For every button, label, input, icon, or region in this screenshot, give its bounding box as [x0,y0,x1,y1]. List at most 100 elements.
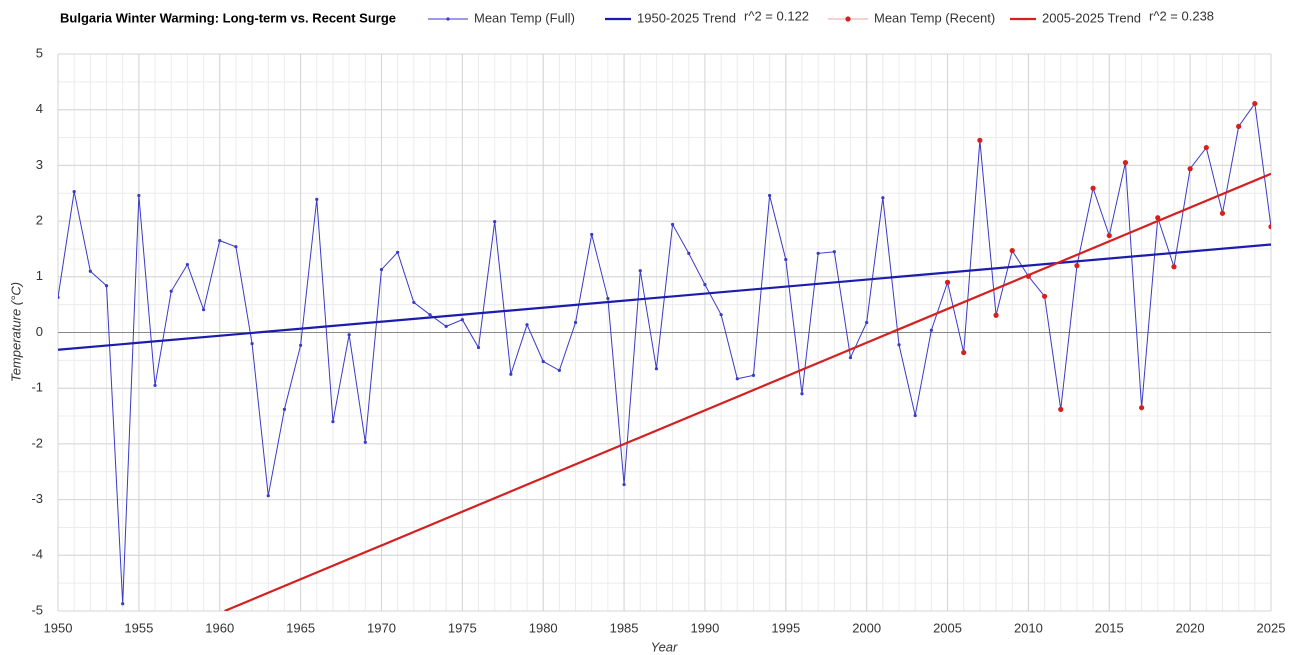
y-tick-label: -2 [31,435,43,450]
data-point [299,343,303,347]
data-point [1074,263,1080,269]
data-point [282,407,287,411]
x-tick-label: 1995 [771,620,800,635]
legend-label: Mean Temp (Full) [474,10,575,25]
data-point [58,295,60,300]
y-tick-label: 5 [36,45,43,60]
data-point [363,440,367,444]
x-tick-label: 1980 [529,620,558,635]
trend-line [224,172,1271,611]
data-point [719,313,723,317]
data-point [816,251,820,256]
data-point [104,284,109,288]
data-point [1106,232,1112,239]
data-point [1268,224,1271,230]
data-point [881,196,885,200]
data-point [266,494,270,498]
data-point [670,222,675,227]
data-point [153,383,157,388]
data-point [1009,248,1015,254]
trend-line [58,243,1271,351]
data-point [897,343,901,347]
data-point [654,367,659,371]
data-point [590,232,594,237]
data-point [1058,406,1064,412]
y-tick-label: -3 [31,491,43,506]
data-point [573,320,578,325]
data-point [687,251,691,256]
data-point [412,300,416,305]
data-point [88,269,92,273]
data-point [832,250,836,254]
data-point [606,296,610,301]
legend-marker [845,16,851,22]
x-tick-label: 2025 [1257,620,1286,635]
data-point [250,342,254,346]
data-point [509,372,513,376]
data-point [525,323,529,327]
y-tick-label: 0 [36,324,43,339]
x-axis-label: Year [651,639,678,654]
data-point [1139,405,1145,411]
x-tick-label: 1970 [367,620,396,635]
data-point [201,308,206,312]
x-tick-label: 2010 [1014,620,1043,635]
data-point [493,220,497,224]
data-point [1252,100,1258,107]
data-point [1122,160,1129,166]
data-point [1236,123,1242,130]
data-point [444,324,448,328]
data-point [218,238,222,243]
x-tick-label: 2005 [933,620,962,635]
data-point [1187,166,1193,172]
x-tick-label: 2020 [1176,620,1205,635]
data-point [557,368,561,372]
data-point [428,313,432,317]
x-tick-label: 1955 [124,620,153,635]
data-point [1090,185,1096,191]
data-point [768,193,772,198]
data-point [476,345,481,350]
data-point [137,193,141,198]
y-tick-label: 3 [36,157,43,172]
y-axis-label: Temperature (°C) [8,282,23,382]
data-point [169,289,173,293]
x-tick-label: 1990 [690,620,719,635]
data-point [784,257,788,262]
y-tick-label: 4 [36,101,43,116]
legend-marker [446,17,450,21]
y-tick-label: -1 [31,380,43,395]
x-tick-label: 1960 [205,620,234,635]
data-point [993,312,999,318]
x-tick-label: 1950 [44,620,73,635]
data-point [703,282,707,287]
y-tick-label: 1 [36,268,43,283]
data-point [735,377,739,381]
data-point [396,250,400,254]
chart-title: Bulgaria Winter Warming: Long-term vs. R… [60,10,396,25]
data-point [961,349,967,356]
data-point [1155,215,1161,221]
y-tick-label: -4 [31,547,43,562]
data-point [865,320,869,325]
data-point [622,482,626,487]
legend-label: 1950-2025 Trend [637,10,736,25]
plot-area [58,100,1271,611]
data-point [1041,293,1048,299]
data-point [638,269,642,273]
x-tick-label: 1985 [610,620,639,635]
data-point [185,262,189,267]
legend-annotation: r^2 = 0.122 [744,8,809,23]
data-point [944,279,951,285]
y-tick-label: -5 [31,602,43,617]
data-point [977,137,983,143]
data-point [800,392,804,396]
data-point [751,373,756,377]
data-point [347,333,351,337]
data-point [848,355,853,360]
data-point [913,413,917,418]
data-point [541,359,545,364]
data-point [315,197,319,201]
x-tick-label: 2015 [1095,620,1124,635]
